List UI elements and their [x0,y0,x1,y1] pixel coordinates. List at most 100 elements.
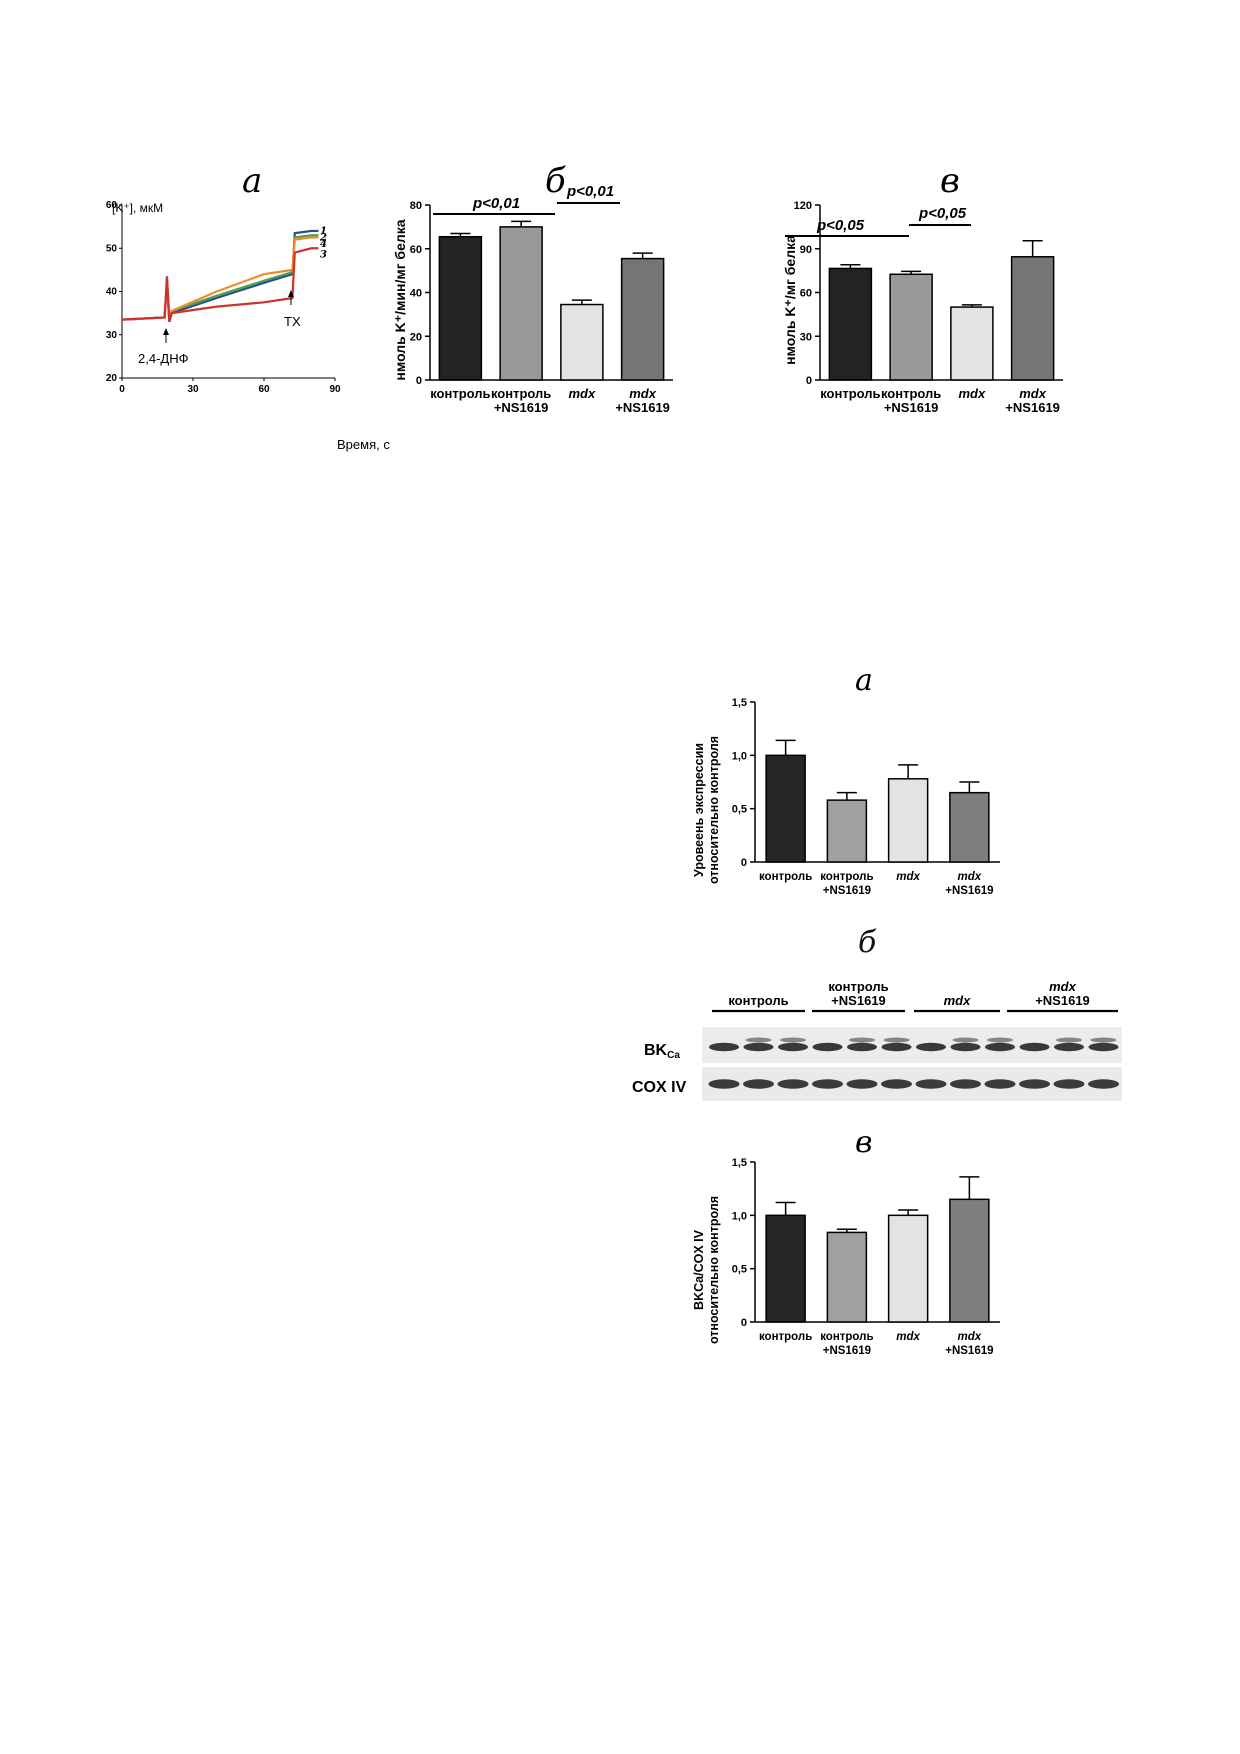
bar [438,235,483,381]
bkca-band [778,1042,808,1052]
category-label: mdx [569,386,597,401]
category-label: контроль [759,1331,812,1343]
y-tick-label: 30 [800,331,812,343]
x-tick-label: 0 [119,384,125,395]
y-tick-label: 30 [106,330,118,341]
bar [560,303,604,381]
lane-group-label: +NS1619 [831,993,886,1008]
fig2-panel-c: в BKCa/COX IV относительно контроля 0 0,5… [692,1125,1000,1357]
bar [949,1198,990,1323]
y-axis-label: нмоль K⁺/мг белка [782,235,798,365]
category-label: +NS1619 [823,885,871,897]
category-label: mdx [959,386,987,401]
fig1-panel-a: а [K⁺], мкМ 20 30 40 50 60 0 30 60 90 Время, с 2… [106,161,390,452]
y-tick-label: 1,0 [732,1210,747,1222]
bar [949,791,990,863]
bkca-label: BKCa [644,1042,680,1061]
bkca-band [1088,1042,1119,1052]
category-label: mdx [958,1331,982,1343]
y-tick-label: 20 [106,373,118,384]
fig1-panel-c: в нмоль K⁺/мг белка 0 30 60 90 120 контроль ко… [782,161,1063,415]
x-axis-label: Время, с [337,437,390,452]
y-axis-label-line1: Уровеень экспрессии [692,743,706,877]
bar [620,257,665,381]
bar [950,306,994,381]
category-label: контроль [430,386,490,401]
bkca-band [812,1042,843,1052]
lane-group-label: mdx [944,993,972,1008]
category-label: +NS1619 [945,885,993,897]
fig1-panel-b: б нмоль K⁺/мин/мг белка 0 20 40 60 80 контрол… [392,161,673,415]
cox4-band [1088,1079,1119,1089]
cox4-band [743,1079,774,1089]
panel-letter: в [855,1125,872,1160]
y-tick-label: 80 [410,200,422,212]
fig2-panel-a: а Уровеень экспрессии относительно контр… [692,663,1000,897]
bkca-band-upper [745,1037,772,1043]
series-label-1: 1 [320,226,327,237]
cox4-band [812,1079,843,1089]
y-tick-label: 60 [106,200,118,211]
bkca-band [1054,1042,1084,1052]
panel-letter: б [545,161,566,201]
sig-label-2: p<0,01 [566,183,614,200]
bkca-band [985,1042,1015,1052]
series-line-3 [121,247,319,323]
panel-letter: в [940,161,960,201]
bar [1010,256,1055,381]
sig-label-2: p<0,05 [918,205,967,222]
series-label-4: 4 [320,239,327,250]
y-tick-label: 1,5 [732,697,747,709]
series-label-2: 2 [319,232,327,243]
y-tick-label: 0 [741,857,747,869]
lane-group-label: контроль [728,993,788,1008]
cox4-band [984,1079,1016,1089]
y-tick-label: 0,5 [732,804,747,816]
category-label: +NS1619 [615,400,670,415]
bkca-band-upper [883,1037,910,1043]
bkca-band [916,1042,946,1052]
lane-group-label: mdx [1049,979,1077,994]
y-tick-label: 20 [410,331,422,343]
y-tick-label: 1,0 [732,750,747,762]
y-tick-label: 0 [806,375,812,387]
series-label-3: 3 [320,250,327,261]
category-label: mdx [896,871,920,883]
sig-label-1: p<0,05 [816,217,865,234]
lane-group-label: контроль [828,979,888,994]
bar [887,778,929,863]
bkca-band-upper [849,1037,875,1043]
bkca-band-upper [987,1037,1013,1043]
sig-label-1: p<0,01 [472,195,520,212]
category-label: mdx [629,386,657,401]
cox4-band [846,1079,878,1089]
bar [826,799,868,863]
bar [765,754,806,863]
category-label: mdx [896,1331,920,1343]
y-tick-label: 50 [106,243,118,254]
category-label: +NS1619 [884,400,939,415]
bar-plot-area: 0 0,5 1,0 1,5 контроль контроль +NS1619 mdx mdx +… [732,697,1000,897]
blot-strip-bkca [702,1027,1122,1063]
bar [826,1231,868,1323]
bkca-band [709,1042,739,1052]
panel-letter: б [858,925,877,960]
y-tick-label: 60 [800,288,812,300]
x-tick-label: 60 [258,384,270,395]
category-label: контроль [820,386,880,401]
cox4-band [915,1079,947,1089]
category-label: +NS1619 [823,1345,871,1357]
cox4-label: COX IV [632,1079,687,1096]
y-axis-label-line2: относительно контроля [707,1196,721,1344]
cox4-band [1053,1079,1085,1089]
category-label: контроль [491,386,551,401]
category-label: +NS1619 [1005,400,1060,415]
category-label: +NS1619 [494,400,549,415]
bkca-band [1019,1042,1050,1052]
category-label: mdx [958,871,982,883]
cox4-band [881,1079,912,1089]
cox4-band [950,1079,981,1089]
